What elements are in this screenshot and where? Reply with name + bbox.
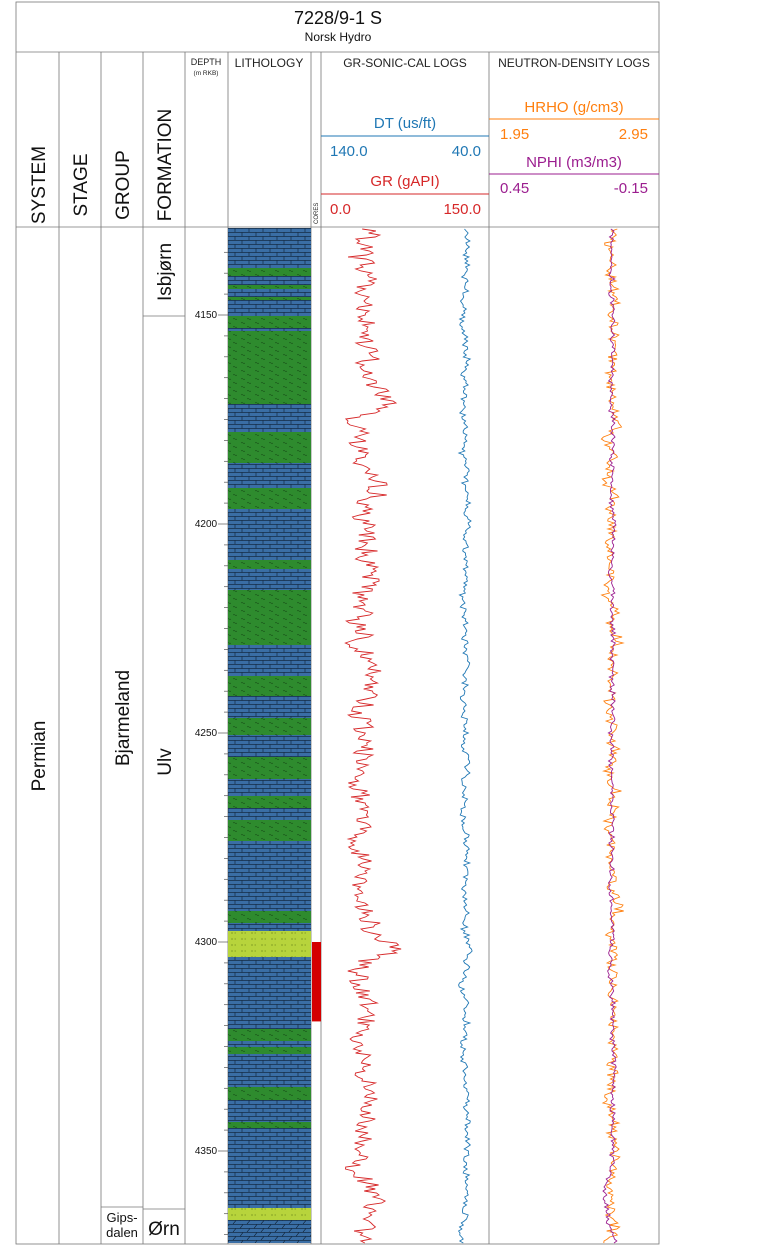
hrho-curve [600, 228, 625, 1244]
depth-label-4300: 4300 [195, 937, 218, 948]
formation-orn: Ørn [148, 1219, 180, 1240]
depth-label-4150: 4150 [195, 310, 218, 321]
nphi-min: 0.45 [500, 180, 529, 197]
dt-curve [457, 228, 473, 1244]
depth-label-4350: 4350 [195, 1146, 218, 1157]
lithology-column [228, 228, 311, 1243]
dt-label: DT (us/ft) [374, 115, 436, 132]
hrho-label: HRHO (g/cm3) [524, 99, 623, 116]
dt-min: 140.0 [330, 143, 368, 160]
hrho-max: 2.95 [619, 126, 648, 143]
nphi-max: -0.15 [614, 180, 648, 197]
well-title: 7228/9-1 S [294, 8, 382, 28]
stage-header: STAGE [71, 154, 92, 217]
group-bjarmeland: Bjarmeland [113, 670, 134, 766]
formation-ulv: Ulv [155, 748, 176, 776]
gr-curve [344, 228, 402, 1244]
nphi-curve [602, 228, 618, 1244]
nphi-label: NPHI (m3/m3) [526, 154, 622, 171]
depth-label-4200: 4200 [195, 519, 218, 530]
frame [15, 1, 660, 1245]
dt-max: 40.0 [452, 143, 481, 160]
system-permian: Permian [29, 721, 50, 792]
gr-sonic-header: GR-SONIC-CAL LOGS [343, 56, 467, 70]
group-gipsdalen-line2: dalen [106, 1225, 138, 1240]
formation-header: FORMATION [155, 109, 176, 222]
lithology-header: LITHOLOGY [235, 56, 304, 70]
system-header: SYSTEM [29, 146, 50, 224]
gr-max: 150.0 [443, 201, 481, 218]
gr-min: 0.0 [330, 201, 351, 218]
core-interval-0 [312, 942, 321, 1022]
formation-isbjorn: Isbjørn [155, 243, 176, 301]
hrho-min: 1.95 [500, 126, 529, 143]
depth-axis: 4150 4200 4250 4300 4350 [195, 251, 228, 1235]
depth-label-4250: 4250 [195, 728, 218, 739]
cores-column [312, 942, 321, 1022]
well-operator: Norsk Hydro [305, 30, 372, 44]
group-header: GROUP [113, 150, 134, 220]
cores-header: CORES [314, 203, 320, 224]
neutron-density-header: NEUTRON-DENSITY LOGS [498, 56, 650, 70]
depth-unit: (m RKB) [194, 70, 219, 77]
group-gipsdalen-line1: Gips- [106, 1210, 137, 1225]
log-curves [344, 228, 625, 1244]
depth-header: DEPTH [191, 57, 222, 67]
gr-label: GR (gAPI) [370, 173, 439, 190]
